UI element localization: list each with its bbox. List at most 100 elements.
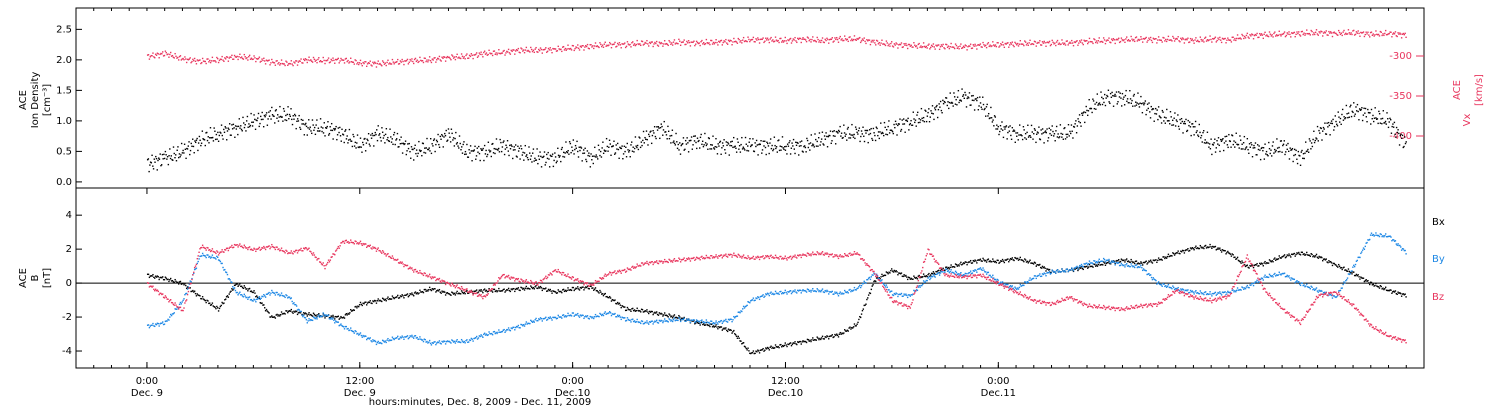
data-point bbox=[879, 131, 881, 133]
data-point bbox=[1295, 253, 1297, 256]
data-point bbox=[1114, 93, 1116, 96]
data-point bbox=[1384, 120, 1387, 123]
data-point bbox=[704, 142, 707, 144]
data-point bbox=[1041, 133, 1043, 135]
data-point bbox=[1049, 271, 1052, 274]
data-point bbox=[1190, 39, 1193, 42]
data-point bbox=[325, 59, 327, 62]
data-point bbox=[1316, 33, 1319, 35]
data-point bbox=[911, 124, 914, 126]
data-point bbox=[1228, 140, 1231, 142]
data-point bbox=[271, 106, 273, 109]
data-point bbox=[494, 53, 496, 56]
data-point bbox=[292, 64, 294, 67]
data-point bbox=[1208, 39, 1210, 41]
data-point bbox=[293, 302, 295, 304]
data-point bbox=[463, 141, 465, 143]
data-point bbox=[822, 338, 825, 340]
data-point bbox=[687, 42, 689, 44]
data-point bbox=[367, 133, 370, 135]
data-point bbox=[484, 290, 487, 292]
data-point bbox=[962, 45, 965, 47]
y-tick-label: -4 bbox=[62, 346, 72, 357]
data-point bbox=[333, 129, 336, 131]
data-point bbox=[915, 125, 917, 127]
data-point bbox=[947, 266, 950, 269]
data-point bbox=[982, 257, 984, 260]
data-point bbox=[932, 113, 934, 115]
data-point bbox=[1372, 33, 1374, 35]
data-point bbox=[746, 149, 748, 152]
data-point bbox=[488, 149, 490, 151]
data-point bbox=[1045, 131, 1048, 134]
data-point bbox=[478, 152, 481, 155]
data-point bbox=[584, 46, 586, 48]
data-point bbox=[397, 58, 399, 61]
data-point bbox=[1204, 36, 1207, 38]
data-point bbox=[630, 310, 632, 312]
data-point bbox=[503, 49, 505, 52]
data-point bbox=[1218, 248, 1220, 250]
data-point bbox=[613, 140, 615, 142]
data-point bbox=[654, 311, 656, 314]
data-point bbox=[1392, 32, 1395, 34]
data-point bbox=[1072, 125, 1075, 128]
data-point bbox=[1400, 295, 1403, 297]
data-point bbox=[245, 57, 247, 60]
data-point bbox=[253, 55, 255, 57]
data-point bbox=[320, 61, 323, 63]
data-point bbox=[412, 60, 414, 63]
data-point bbox=[182, 282, 184, 285]
data-point bbox=[702, 323, 705, 325]
data-point bbox=[148, 326, 151, 329]
data-point bbox=[763, 41, 765, 44]
data-point bbox=[933, 272, 935, 275]
data-point bbox=[1244, 148, 1246, 151]
data-point bbox=[1301, 149, 1303, 152]
data-point bbox=[815, 145, 818, 147]
data-point bbox=[909, 122, 912, 125]
data-point bbox=[155, 54, 158, 56]
data-point bbox=[662, 134, 664, 136]
data-point bbox=[670, 316, 672, 318]
data-point bbox=[1168, 255, 1170, 258]
data-point bbox=[198, 294, 200, 297]
data-point bbox=[389, 63, 392, 65]
data-point bbox=[1059, 43, 1061, 46]
data-point bbox=[663, 43, 665, 45]
data-point bbox=[1211, 143, 1214, 146]
data-point bbox=[668, 39, 670, 42]
data-point bbox=[718, 326, 720, 328]
data-point bbox=[931, 45, 934, 48]
data-point bbox=[1126, 258, 1128, 260]
data-point bbox=[1094, 265, 1097, 267]
data-point bbox=[776, 346, 779, 348]
data-point bbox=[302, 62, 304, 64]
data-point bbox=[581, 45, 583, 47]
data-point bbox=[1040, 129, 1042, 131]
data-point bbox=[1026, 42, 1029, 45]
data-point bbox=[239, 283, 241, 285]
data-point bbox=[1093, 38, 1095, 40]
data-point bbox=[693, 140, 696, 142]
data-point bbox=[1298, 154, 1300, 157]
data-point bbox=[361, 65, 363, 67]
data-point bbox=[1016, 135, 1018, 137]
data-point bbox=[327, 314, 330, 316]
data-point bbox=[274, 110, 277, 112]
data-point bbox=[1157, 36, 1160, 38]
data-point bbox=[504, 54, 506, 56]
data-point bbox=[275, 109, 277, 111]
data-point bbox=[539, 285, 542, 288]
data-point bbox=[956, 265, 959, 267]
data-point bbox=[418, 149, 421, 151]
data-point bbox=[1314, 139, 1317, 142]
data-point bbox=[332, 138, 334, 140]
data-point bbox=[522, 287, 525, 290]
data-point bbox=[1211, 153, 1213, 156]
data-point bbox=[441, 135, 444, 137]
data-point bbox=[232, 58, 234, 60]
data-point bbox=[804, 146, 807, 149]
data-point bbox=[398, 62, 401, 65]
data-point bbox=[303, 312, 305, 314]
